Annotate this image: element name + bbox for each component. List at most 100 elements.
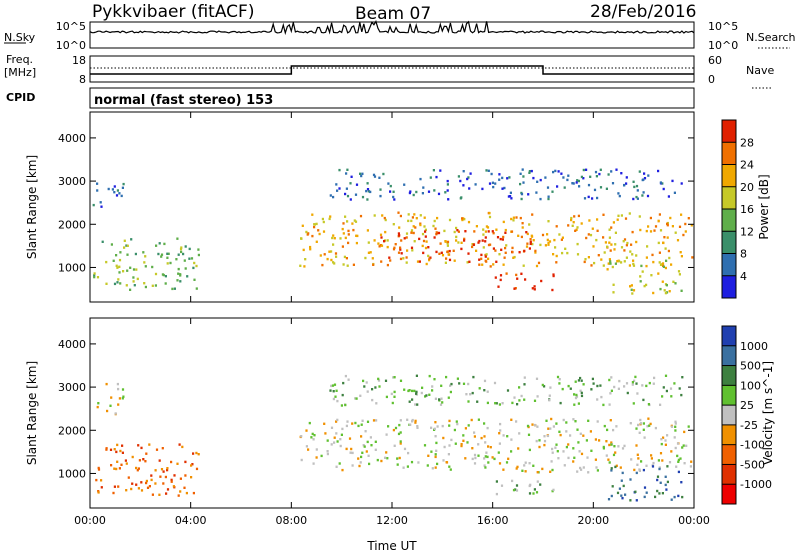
data-cell <box>670 498 673 501</box>
data-cell <box>606 268 609 271</box>
data-cell <box>384 379 388 382</box>
data-cell <box>614 231 617 234</box>
data-cell <box>662 241 665 245</box>
y-tick-label: 2000 <box>58 424 86 437</box>
data-cell <box>373 239 376 242</box>
data-cell <box>307 232 310 235</box>
data-cell <box>620 494 623 497</box>
data-cell <box>414 226 417 229</box>
data-cell <box>499 422 502 426</box>
data-cell <box>378 176 381 179</box>
data-cell <box>605 187 608 190</box>
data-cell <box>610 243 613 246</box>
data-cell <box>411 249 414 252</box>
data-cell <box>578 450 581 453</box>
data-cell <box>471 447 474 450</box>
data-cell <box>118 397 121 400</box>
data-cell <box>315 448 318 451</box>
data-cell <box>534 249 537 253</box>
data-cell <box>636 463 639 466</box>
data-cell <box>166 488 170 491</box>
data-cell <box>388 256 391 259</box>
data-cell <box>483 457 486 460</box>
data-cell <box>411 389 414 393</box>
data-cell <box>374 440 377 443</box>
data-cell <box>608 378 611 382</box>
data-cell <box>389 259 392 262</box>
data-cell <box>446 183 449 186</box>
data-cell <box>556 450 559 453</box>
data-cell <box>355 397 358 400</box>
data-cell <box>574 380 577 383</box>
data-cell <box>105 382 108 386</box>
data-cell <box>477 241 480 244</box>
data-cell <box>492 263 495 266</box>
data-cell <box>674 429 677 432</box>
data-cell <box>520 235 523 239</box>
data-cell <box>445 375 448 379</box>
data-cell <box>516 403 519 406</box>
data-cell <box>532 239 535 242</box>
data-cell <box>630 284 633 287</box>
data-cell <box>185 491 188 495</box>
data-cell <box>493 381 497 385</box>
data-cell <box>449 390 452 394</box>
data-cell <box>378 385 381 388</box>
data-cell <box>506 177 509 180</box>
data-cell <box>349 198 352 201</box>
data-cell <box>140 489 144 492</box>
data-cell <box>563 464 566 467</box>
data-cell <box>461 217 464 220</box>
data-cell <box>347 229 350 233</box>
data-cell <box>113 485 116 488</box>
data-cell <box>642 428 645 431</box>
data-cell <box>387 425 390 428</box>
data-cell <box>411 216 414 219</box>
data-cell <box>666 222 669 226</box>
data-cell <box>466 441 469 444</box>
data-cell <box>670 395 673 398</box>
colorbar-tick-label: 1000 <box>740 340 768 353</box>
data-cell <box>113 467 116 470</box>
data-cell <box>567 384 570 388</box>
data-cell <box>434 227 437 230</box>
data-cell <box>556 375 560 379</box>
colorbar-segment <box>722 385 736 406</box>
data-cell <box>605 454 608 457</box>
data-cell <box>124 459 127 462</box>
colorbar-tick-label: -1000 <box>740 478 772 491</box>
data-cell <box>573 393 576 396</box>
data-cell <box>359 394 362 397</box>
data-cell <box>501 238 504 241</box>
data-cell <box>164 475 167 479</box>
data-cell <box>435 449 438 452</box>
data-cell <box>634 375 637 379</box>
data-cell <box>614 465 617 469</box>
data-cell <box>617 445 620 448</box>
data-cell <box>642 178 645 181</box>
data-cell <box>488 211 491 215</box>
data-cell <box>652 260 655 264</box>
data-cell <box>576 470 579 473</box>
data-cell <box>431 389 434 392</box>
data-cell <box>326 452 329 456</box>
data-cell <box>514 287 517 290</box>
data-cell <box>97 468 101 471</box>
data-cell <box>379 233 383 236</box>
data-cell <box>546 186 550 189</box>
data-cell <box>577 179 580 183</box>
data-cell <box>515 420 518 423</box>
data-cell <box>543 385 546 388</box>
data-cell <box>599 186 603 189</box>
data-cell <box>448 249 451 253</box>
data-cell <box>579 389 582 392</box>
data-cell <box>181 445 184 449</box>
data-cell <box>399 248 402 251</box>
data-cell <box>372 419 376 422</box>
data-cell <box>663 289 666 292</box>
data-cell <box>415 392 418 395</box>
data-cell <box>178 443 181 446</box>
data-cell <box>503 186 506 190</box>
data-cell <box>544 244 547 247</box>
data-cell <box>621 497 624 500</box>
